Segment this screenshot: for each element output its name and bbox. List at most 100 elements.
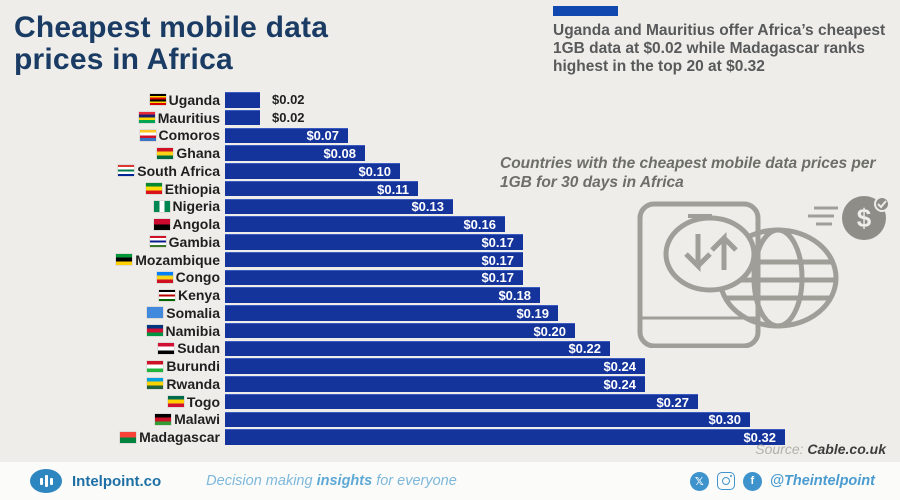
value-bar[interactable] (225, 109, 260, 126)
value-bar[interactable]: $0.07 (225, 127, 348, 144)
angola-flag-icon (153, 218, 170, 230)
phone-globe-illustration: $ (628, 196, 890, 353)
country-label-cell: Madagascar (0, 429, 220, 445)
country-name: Togo (186, 393, 220, 410)
facebook-icon[interactable]: f (742, 471, 762, 491)
kenya-flag-icon (158, 289, 175, 301)
value-label: $0.07 (306, 128, 339, 144)
value-label: $0.13 (411, 199, 444, 215)
source-label: Source: (755, 441, 804, 457)
country-name: Burundi (166, 358, 220, 375)
country-name: Mozambique (135, 251, 220, 268)
bar-cell: $0.24 (225, 358, 900, 374)
bar-cell: $0.27 (225, 393, 900, 410)
value-bar[interactable]: $0.19 (225, 305, 558, 321)
value-label: $0.24 (603, 376, 636, 392)
value-bar[interactable]: $0.17 (225, 251, 523, 268)
country-name: Congo (175, 269, 220, 286)
nigeria-flag-icon (153, 200, 170, 212)
togo-flag-icon (167, 396, 184, 408)
chart-row: Madagascar $0.32 (0, 428, 900, 446)
value-bar[interactable]: $0.22 (225, 340, 610, 357)
chart-row: Mozambique $0.17 (0, 251, 900, 269)
chart-row: Rwanda $0.24 (0, 375, 900, 393)
value-label: $0.20 (533, 323, 566, 339)
source-value[interactable]: Cable.co.uk (807, 441, 886, 457)
value-bar[interactable]: $0.10 (225, 163, 400, 179)
value-label: $0.18 (498, 288, 531, 304)
gambia-flag-icon (149, 236, 166, 248)
value-label: $0.32 (743, 430, 776, 446)
value-label: $0.22 (568, 341, 601, 357)
country-label-cell: Namibia (0, 323, 220, 339)
value-bar[interactable]: $0.08 (225, 145, 365, 161)
chart-row: Comoros $0.07 (0, 127, 900, 145)
bar-cell: $0.18 (225, 287, 900, 303)
country-label-cell: Gambia (0, 234, 220, 250)
bar-chart: Uganda $0.02 Mauritius $0.02 Comoros $0.07 Gha… (0, 91, 900, 446)
south-africa-flag-icon (118, 165, 135, 177)
chart-row: Angola $0.16 (0, 215, 900, 233)
value-bar[interactable]: $0.18 (225, 287, 540, 303)
comoros-flag-icon (139, 129, 156, 141)
country-label-cell: Malawi (0, 411, 220, 427)
value-bar[interactable]: $0.30 (225, 411, 750, 427)
value-bar[interactable]: $0.27 (225, 393, 698, 410)
title-line-2: prices in Africa (14, 43, 233, 77)
country-name: Ethiopia (164, 180, 220, 197)
chart-row: Namibia $0.20 (0, 322, 900, 340)
social-handle[interactable]: @Theintelpoint (769, 473, 875, 489)
country-label-cell: Ethiopia (0, 181, 220, 197)
value-label: $0.17 (481, 252, 514, 268)
country-name: Uganda (168, 91, 220, 108)
bar-cell: $0.08 (225, 145, 900, 161)
chart-row: Ghana $0.08 (0, 144, 900, 162)
value-bar[interactable]: $0.13 (225, 198, 453, 215)
chart-row: Burundi $0.24 (0, 357, 900, 375)
rwanda-flag-icon (147, 378, 164, 390)
value-bar[interactable]: $0.24 (225, 376, 645, 392)
bar-cell: $0.02 (225, 109, 900, 126)
intelpoint-logo-icon (30, 469, 62, 493)
bar-cell: $0.11 (225, 180, 900, 197)
country-label-cell: Uganda (0, 92, 220, 108)
summary-callout: Uganda and Mauritius offer Africa’s chea… (553, 6, 900, 76)
chart-row: Sudan $0.22 (0, 340, 900, 358)
source-attribution: Source: Cable.co.uk (755, 441, 886, 457)
chart-row: Ethiopia $0.11 (0, 180, 900, 198)
mobile-data-icon: $ (637, 196, 890, 349)
value-bar[interactable]: $0.16 (225, 216, 505, 232)
country-label-cell: Togo (0, 394, 220, 410)
country-name: Mauritius (157, 109, 220, 126)
value-bar[interactable]: $0.17 (225, 269, 523, 285)
instagram-icon[interactable] (716, 472, 735, 490)
bar-cell: $0.17 (225, 234, 900, 250)
value-bar[interactable]: $0.11 (225, 180, 418, 197)
country-label-cell: Ghana (0, 145, 220, 161)
x-twitter-icon[interactable]: 𝕏 (689, 471, 709, 491)
value-bar[interactable]: $0.20 (225, 322, 575, 339)
accent-bar (553, 6, 618, 16)
bar-cell: $0.24 (225, 376, 900, 392)
chart-row: Uganda $0.02 (0, 91, 900, 109)
country-label-cell: Comoros (0, 127, 220, 143)
bar-cell: $0.20 (225, 322, 900, 339)
country-label-cell: Somalia (0, 305, 220, 321)
bar-cell: $0.22 (225, 340, 900, 357)
chart-row: Togo $0.27 (0, 393, 900, 411)
bar-cell: $0.13 (225, 198, 900, 215)
country-name: Comoros (158, 127, 220, 144)
country-name: Gambia (168, 233, 220, 250)
value-label: $0.11 (377, 181, 409, 197)
country-name: Nigeria (172, 198, 220, 215)
bar-cell: $0.10 (225, 163, 900, 179)
value-bar[interactable]: $0.32 (225, 429, 785, 445)
bar-cell: $0.02 (225, 92, 900, 108)
country-name: Sudan (177, 340, 220, 357)
madagascar-flag-icon (120, 431, 137, 443)
value-bar[interactable] (225, 92, 260, 108)
value-bar[interactable]: $0.17 (225, 234, 523, 250)
brand-name[interactable]: Intelpoint.co (72, 472, 162, 490)
value-bar[interactable]: $0.24 (225, 358, 645, 374)
